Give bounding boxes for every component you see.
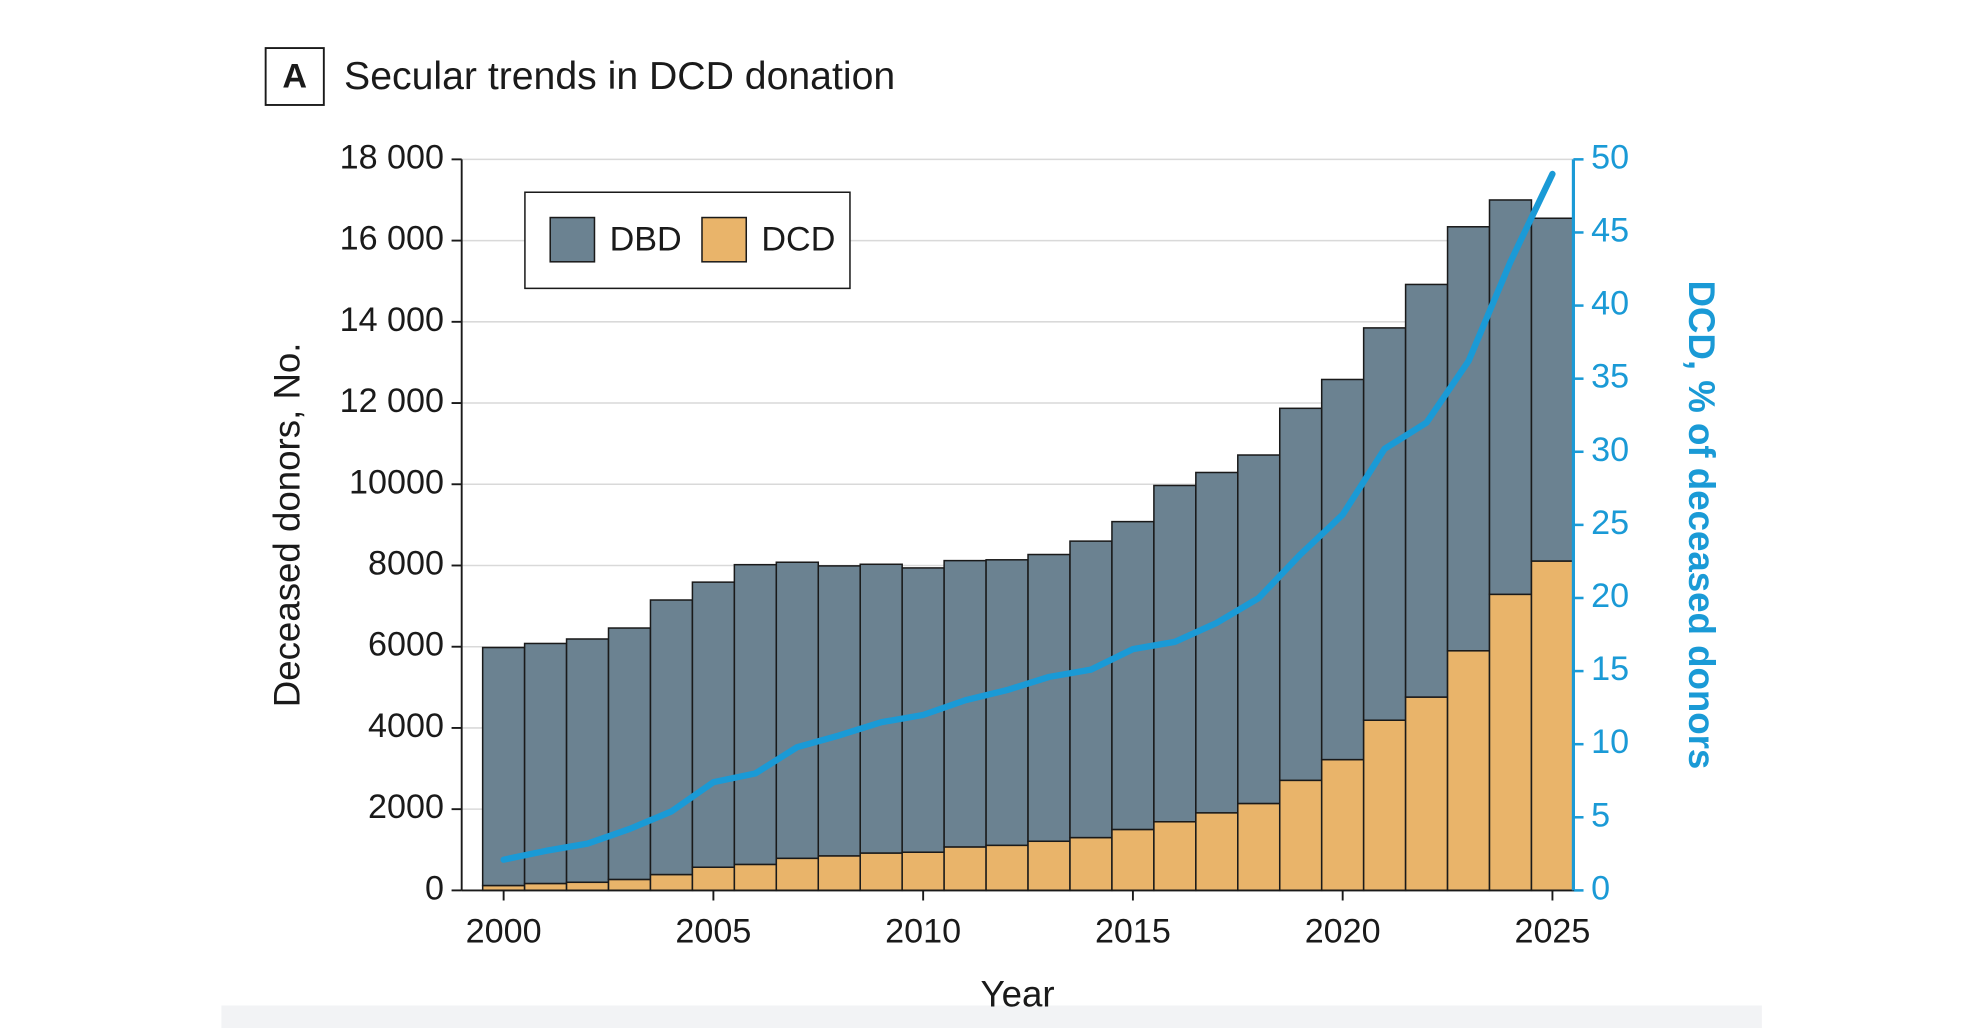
bar-segment <box>859 563 903 854</box>
x-tick-label: 2020 <box>1305 912 1381 950</box>
bar-segment <box>943 846 987 892</box>
bar-segment <box>1404 696 1449 892</box>
bar-segment <box>1153 820 1197 892</box>
bar-segment <box>1278 779 1323 892</box>
bar-segment <box>1027 840 1071 892</box>
y-tick-label: 2000 <box>368 788 444 826</box>
bar-segment <box>1362 327 1407 721</box>
y2-axis-label: DCD, % of deceased donors <box>1681 280 1722 769</box>
x-tick-label: 2010 <box>885 912 961 950</box>
bar-segment <box>817 855 861 892</box>
bar-segment <box>1446 226 1491 652</box>
bar-segment <box>649 599 694 876</box>
bar-segment <box>1320 758 1365 892</box>
bar-segment <box>775 561 820 860</box>
legend-swatch <box>549 216 596 263</box>
bar-segment <box>607 878 652 892</box>
bar-segment <box>1446 650 1491 892</box>
bar-segment <box>1195 812 1239 892</box>
x-tick-label: 2005 <box>675 912 751 950</box>
bar-segment <box>1195 471 1239 814</box>
bar-segment <box>649 873 694 892</box>
bar-segment <box>691 866 736 892</box>
legend-swatch <box>701 216 748 263</box>
bar-segment <box>565 881 610 892</box>
bar-segment <box>1488 593 1533 892</box>
y2-tick-label: 25 <box>1591 504 1629 542</box>
y-tick-label: 10000 <box>349 463 444 501</box>
y2-tick-label: 0 <box>1591 869 1610 907</box>
panel-label: A <box>282 57 307 95</box>
bar-segment <box>1111 520 1155 831</box>
bar-segment <box>1069 836 1113 892</box>
y-tick-label: 12 000 <box>340 382 444 420</box>
y2-tick-label: 5 <box>1591 796 1610 834</box>
bar-segment <box>1530 560 1575 892</box>
x-tick-label: 2015 <box>1095 912 1171 950</box>
y-tick-label: 0 <box>425 869 444 907</box>
y2-tick-label: 45 <box>1591 211 1629 249</box>
plot-area: 0 2000 4000 6000 8000 10000 12 000 14 000 16 000… <box>266 138 1722 1014</box>
bar-segment <box>775 857 820 892</box>
bar-segment <box>523 642 568 885</box>
bar-segment <box>1320 378 1365 761</box>
bar-segment <box>1362 719 1407 892</box>
panel-label-box <box>264 47 325 106</box>
y2-tick-label: 15 <box>1591 650 1629 688</box>
y2-tick-label: 10 <box>1591 723 1629 761</box>
bar-segment <box>733 863 778 892</box>
footer-band <box>221 1005 1762 1028</box>
y-tick-label: 4000 <box>368 707 444 745</box>
bar-segment <box>1530 217 1575 562</box>
y-tick-label: 8000 <box>368 545 444 583</box>
bar-segment <box>985 844 1029 892</box>
bar-segment <box>1069 540 1113 839</box>
y2-tick-label: 40 <box>1591 285 1629 323</box>
y2-tick-label: 35 <box>1591 358 1629 396</box>
x-axis-label: Year <box>981 973 1055 1014</box>
chart-title: Secular trends in DCD donation <box>344 55 895 98</box>
bar-segment <box>817 565 861 857</box>
y-axis-label: Deceased donors, No. <box>266 343 307 708</box>
y-tick-label: 6000 <box>368 626 444 664</box>
bar-segment <box>733 563 778 866</box>
bar-segment <box>1278 407 1323 782</box>
y-tick-label: 16 000 <box>340 220 444 258</box>
bar-segment <box>691 581 736 869</box>
bar-segment <box>1027 553 1071 843</box>
x-tick-label: 2025 <box>1514 912 1590 950</box>
bar-segment <box>1111 828 1155 892</box>
bar-segment <box>481 646 526 887</box>
y2-tick-label: 20 <box>1591 577 1629 615</box>
legend-label: DBD <box>610 221 682 259</box>
bar-segment <box>1404 283 1449 698</box>
y-tick-label: 18 000 <box>340 138 444 176</box>
bar-segment <box>523 882 568 892</box>
bar-segment <box>859 852 903 892</box>
bar-segment <box>985 559 1029 847</box>
bar-segment <box>607 627 652 881</box>
y-tick-label: 14 000 <box>340 301 444 339</box>
line-series <box>500 170 1556 863</box>
x-tick-label: 2000 <box>466 912 542 950</box>
bar-segment <box>1153 484 1197 823</box>
bar-segment <box>1237 802 1281 892</box>
bar-segment <box>901 851 945 892</box>
y2-tick-label: 50 <box>1591 138 1629 176</box>
legend-label: DCD <box>761 221 835 259</box>
bar-segment <box>1237 454 1281 805</box>
y2-tick-label: 30 <box>1591 431 1629 469</box>
